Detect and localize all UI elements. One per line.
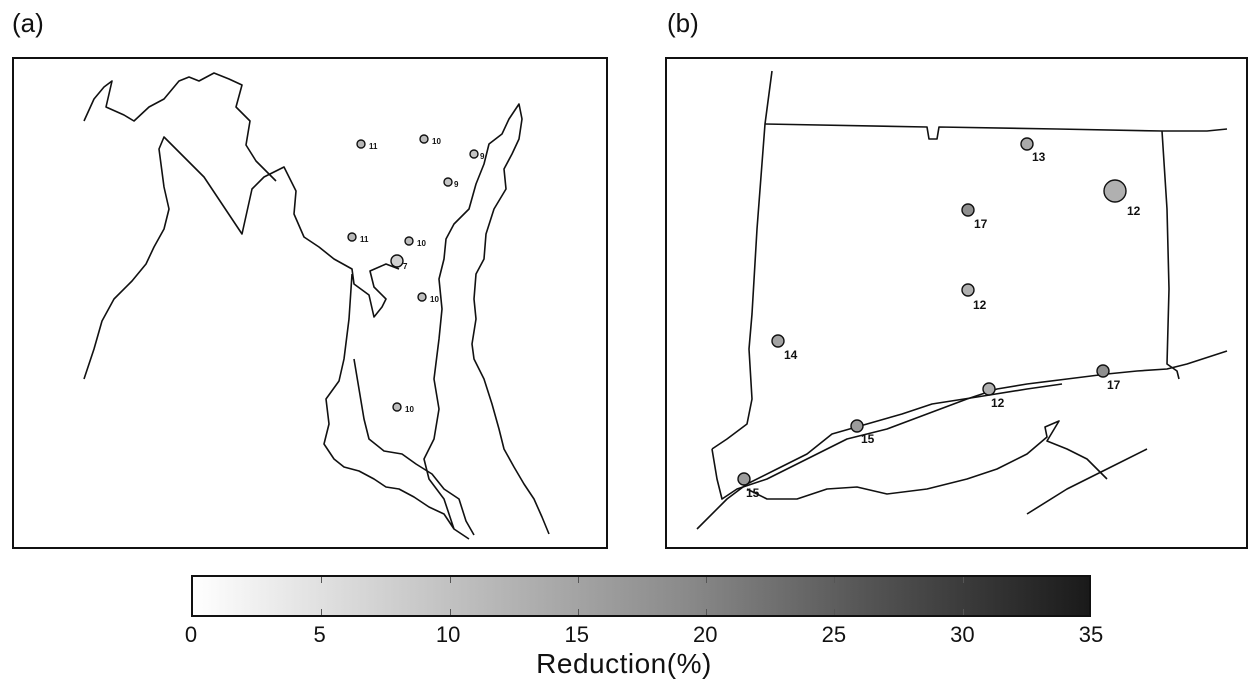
map-a-site-label: 10 bbox=[430, 295, 439, 304]
colorbar-tick-label: 10 bbox=[435, 622, 461, 647]
map-a-site-marker bbox=[443, 177, 453, 187]
map-b-site-marker bbox=[1103, 179, 1127, 203]
colorbar-tick-mark bbox=[577, 609, 579, 615]
map-b-site-label: 13 bbox=[1032, 150, 1046, 164]
colorbar-tick-label: 20 bbox=[693, 622, 718, 647]
boundary-line-north bbox=[83, 72, 277, 182]
colorbar-tick-mark bbox=[834, 577, 836, 583]
coastline-west bbox=[353, 358, 475, 536]
colorbar-tick-mark bbox=[577, 577, 579, 583]
map-b-site-marker bbox=[961, 203, 975, 217]
map-panel-a: 11 10 9 9 11 10 7 10 10 bbox=[12, 57, 608, 549]
map-a-site-label: 10 bbox=[405, 405, 414, 414]
colorbar-title: Reduction(%) bbox=[536, 648, 712, 679]
colorbar-tick-label: 35 bbox=[1078, 622, 1104, 647]
colorbar-tick-mark bbox=[962, 577, 964, 583]
colorbar-tick-label: 5 bbox=[313, 622, 326, 647]
map-a-canvas: 11 10 9 9 11 10 7 10 10 bbox=[83, 72, 550, 540]
map-b-site-marker bbox=[961, 283, 975, 297]
map-b-site-label: 12 bbox=[973, 298, 987, 312]
map-a-site-marker bbox=[469, 149, 479, 159]
map-b-site-marker bbox=[771, 334, 785, 348]
map-a-site-label: 10 bbox=[432, 137, 441, 146]
colorbar-tick-label: 30 bbox=[950, 622, 975, 647]
colorbar-tick-mark bbox=[321, 577, 323, 583]
colorbar-tick-label: 25 bbox=[821, 622, 847, 647]
map-b-site-marker bbox=[850, 419, 864, 433]
state-border-east bbox=[1161, 130, 1180, 380]
long-island-coast bbox=[696, 383, 1063, 530]
map-a-site-marker bbox=[419, 134, 429, 144]
state-border-west bbox=[711, 70, 773, 450]
colorbar-tick-mark bbox=[962, 609, 964, 615]
colorbar-tick-mark bbox=[321, 609, 323, 615]
long-island-south bbox=[746, 420, 1108, 500]
map-b-site-label: 12 bbox=[991, 396, 1005, 410]
coastline-south bbox=[711, 350, 1228, 500]
colorbar-tick-label: 0 bbox=[184, 622, 198, 647]
colorbar-tick-label: 15 bbox=[564, 622, 589, 647]
colorbar-tick-mark bbox=[834, 609, 836, 615]
map-a-site-marker bbox=[417, 292, 427, 302]
map-a-site-marker bbox=[404, 236, 414, 246]
colorbar-tick-mark bbox=[449, 609, 451, 615]
colorbar-tick-mark bbox=[706, 577, 708, 583]
map-b-site-marker bbox=[982, 382, 996, 396]
map-b-canvas: 13 12 17 12 14 12 17 15 15 bbox=[696, 70, 1228, 530]
panel-label-a: (a) bbox=[12, 8, 44, 38]
map-a-site-marker bbox=[356, 139, 366, 149]
map-b-site-label: 15 bbox=[861, 432, 875, 446]
map-b-site-marker bbox=[1020, 137, 1034, 151]
map-a-site-label: 11 bbox=[369, 142, 378, 151]
map-b-site-label: 17 bbox=[974, 217, 988, 231]
map-a-site-label: 7 bbox=[403, 262, 408, 271]
map-a-site-label: 11 bbox=[360, 235, 369, 244]
map-a-site-marker bbox=[390, 254, 404, 268]
map-b-site-label: 14 bbox=[784, 348, 798, 362]
map-a-site-label: 9 bbox=[454, 180, 459, 189]
map-a-site-marker bbox=[347, 232, 357, 242]
map-a-site-label: 10 bbox=[417, 239, 426, 248]
map-a-site-label: 9 bbox=[480, 152, 485, 161]
state-border-north bbox=[764, 123, 1228, 140]
panel-label-b: (b) bbox=[667, 8, 699, 38]
map-b-site-marker bbox=[737, 472, 751, 486]
map-b-site-label: 12 bbox=[1127, 204, 1141, 218]
colorbar bbox=[191, 575, 1091, 617]
map-a-site-marker bbox=[392, 402, 402, 412]
map-panel-b: 13 12 17 12 14 12 17 15 15 bbox=[665, 57, 1248, 549]
map-b-site-label: 15 bbox=[746, 486, 760, 500]
map-b-site-label: 17 bbox=[1107, 378, 1121, 392]
colorbar-tick-mark bbox=[449, 577, 451, 583]
map-b-site-marker bbox=[1096, 364, 1110, 378]
coastline-east bbox=[323, 103, 550, 540]
boundary-line bbox=[83, 136, 400, 380]
long-island-east bbox=[1026, 448, 1148, 515]
colorbar-tick-mark bbox=[706, 609, 708, 615]
